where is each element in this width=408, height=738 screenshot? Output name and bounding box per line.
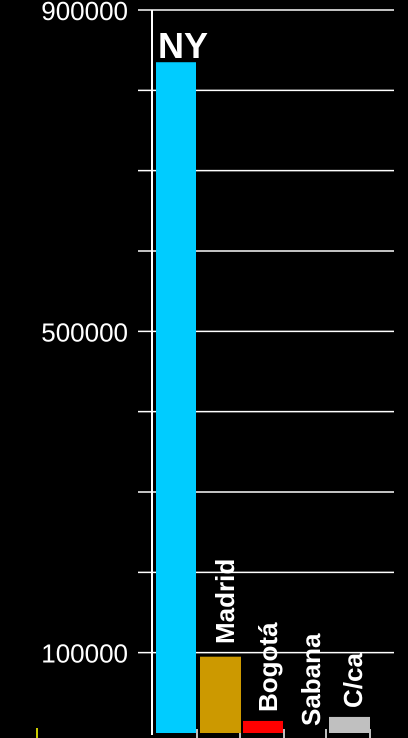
bar-label-1: NY: [158, 25, 208, 66]
bar-1: [156, 62, 196, 733]
bar-5: [329, 716, 370, 733]
bar-labels: NY Madrid Bogotá Sabana C/ca: [158, 25, 368, 726]
axes: [36, 10, 153, 738]
y-tick-label: 100000: [41, 639, 128, 669]
bar-2: [200, 656, 241, 733]
bar-label-3: Bogotá: [253, 622, 283, 712]
bar-label-2: Madrid: [210, 559, 240, 644]
bar-3: [243, 720, 283, 733]
y-tick-label: 900000: [41, 0, 128, 26]
y-tick-labels: 100000 500000 900000: [41, 0, 128, 669]
bar-label-4: Sabana: [296, 633, 326, 726]
y-tick-label: 500000: [41, 317, 128, 347]
bars: [156, 62, 370, 733]
bar-label-5: C/ca: [338, 653, 368, 708]
